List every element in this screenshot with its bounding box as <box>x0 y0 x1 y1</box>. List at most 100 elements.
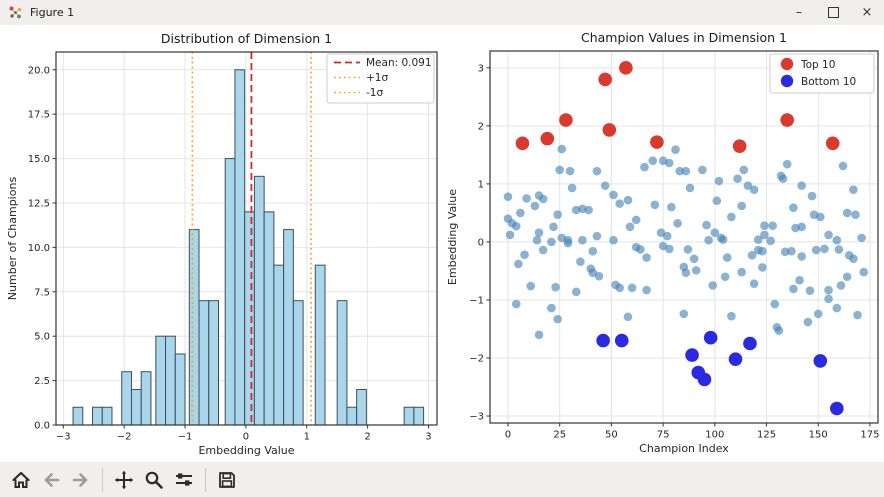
histogram-bar <box>346 406 358 426</box>
data-point <box>807 191 817 201</box>
data-point <box>770 299 780 309</box>
data-point <box>824 285 833 295</box>
data-point <box>797 181 806 190</box>
save-button[interactable] <box>213 466 241 494</box>
data-point <box>760 230 769 240</box>
data-point <box>685 183 695 193</box>
scatter-legend: Top 10 Bottom 10 <box>769 53 875 94</box>
data-point <box>592 231 602 241</box>
svg-text:20.0: 20.0 <box>28 65 50 76</box>
back-button[interactable] <box>37 466 65 494</box>
histogram-bar <box>263 211 275 426</box>
sliders-icon <box>176 472 192 486</box>
data-point <box>609 235 618 245</box>
data-point <box>553 314 562 324</box>
data-point <box>665 158 674 168</box>
svg-text:2.5: 2.5 <box>34 376 50 387</box>
data-point <box>689 254 699 264</box>
data-point <box>534 330 544 340</box>
histogram-bar <box>101 406 113 426</box>
minimize-button[interactable]: – <box>795 5 803 20</box>
data-point <box>650 200 660 210</box>
data-point <box>714 176 724 186</box>
window-title: Figure 1 <box>30 6 75 19</box>
data-point <box>516 208 525 218</box>
data-point <box>667 202 676 212</box>
svg-text:25: 25 <box>553 430 566 441</box>
data-point <box>586 264 596 273</box>
histogram-bar <box>198 300 210 426</box>
data-point <box>813 309 823 319</box>
svg-text:Number of Champions: Number of Champions <box>6 177 19 301</box>
data-point <box>623 312 633 322</box>
histogram-bar <box>403 406 415 426</box>
svg-text:Embedding Value: Embedding Value <box>198 444 294 457</box>
data-point <box>758 263 767 272</box>
back-arrow-icon <box>44 472 60 487</box>
data-point <box>758 246 767 256</box>
maximize-icon <box>827 7 839 18</box>
svg-text:−2: −2 <box>117 432 132 443</box>
svg-text:0: 0 <box>505 430 511 441</box>
svg-text:75: 75 <box>657 430 670 441</box>
data-point <box>600 181 610 190</box>
forward-button[interactable] <box>67 466 95 494</box>
svg-text:1: 1 <box>478 179 484 190</box>
data-point <box>555 165 564 175</box>
data-point <box>514 259 523 269</box>
data-point <box>551 282 560 292</box>
data-point <box>795 275 804 285</box>
data-point <box>650 135 664 149</box>
svg-text:−3: −3 <box>56 432 71 443</box>
svg-text:Distribution of Dimension 1: Distribution of Dimension 1 <box>161 31 332 46</box>
data-point <box>780 247 790 257</box>
data-point <box>733 174 742 183</box>
titlebar[interactable]: Figure 1 – × <box>0 0 884 25</box>
data-point <box>747 250 757 260</box>
data-point <box>836 281 846 290</box>
data-point <box>681 268 691 277</box>
data-point <box>623 195 633 205</box>
svg-text:−1: −1 <box>178 432 193 443</box>
data-point <box>563 238 573 248</box>
data-point <box>789 284 798 294</box>
close-button[interactable]: × <box>861 5 873 20</box>
data-point <box>842 208 852 218</box>
home-button[interactable] <box>7 466 35 494</box>
maximize-button[interactable] <box>816 0 850 25</box>
data-point <box>681 166 691 176</box>
data-point <box>685 348 699 362</box>
forward-arrow-icon <box>72 472 88 487</box>
svg-text:0.0: 0.0 <box>34 421 50 432</box>
histogram-bar <box>253 175 265 426</box>
data-point <box>737 267 747 277</box>
data-point <box>830 401 844 416</box>
data-point <box>640 162 649 172</box>
data-point <box>538 245 548 255</box>
data-point <box>642 253 651 262</box>
histogram-bar <box>121 371 132 426</box>
zoom-button[interactable] <box>140 466 168 494</box>
data-point <box>675 166 684 176</box>
data-point <box>727 311 736 321</box>
data-point <box>849 254 858 264</box>
svg-text:3: 3 <box>478 63 484 74</box>
data-point <box>557 144 567 154</box>
data-point <box>592 166 602 176</box>
data-point <box>631 215 641 225</box>
series-all-champions <box>503 144 869 340</box>
data-point <box>625 222 635 232</box>
pan-button[interactable] <box>110 466 138 494</box>
histogram-bar <box>356 388 367 426</box>
data-point <box>815 212 825 222</box>
data-point <box>718 235 728 244</box>
data-point <box>662 231 672 241</box>
data-point <box>549 222 558 232</box>
data-point <box>596 333 610 348</box>
subplots-button[interactable] <box>170 466 198 494</box>
toolbar-separator <box>102 467 103 492</box>
data-point <box>778 174 788 183</box>
histogram-bar <box>336 300 348 426</box>
data-point <box>849 185 858 195</box>
